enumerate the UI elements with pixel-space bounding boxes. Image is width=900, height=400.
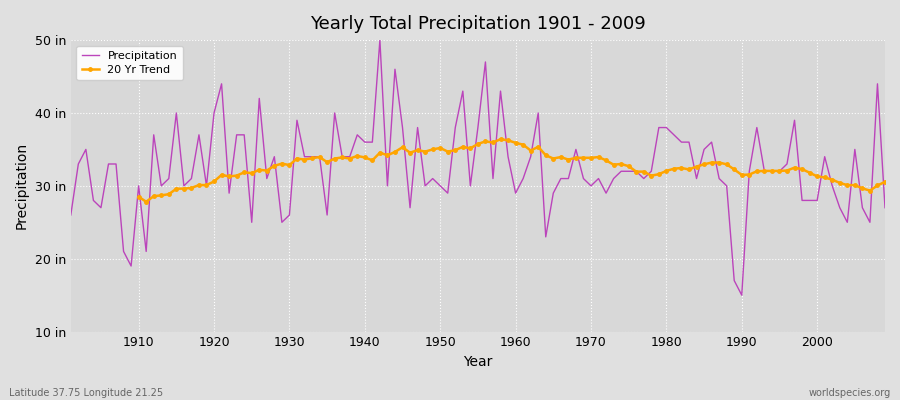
Precipitation bbox=[518, 176, 528, 181]
20 Yr Trend bbox=[314, 155, 325, 160]
Line: Precipitation: Precipitation bbox=[71, 40, 885, 295]
Text: Latitude 37.75 Longitude 21.25: Latitude 37.75 Longitude 21.25 bbox=[9, 388, 163, 398]
20 Yr Trend bbox=[834, 180, 845, 185]
X-axis label: Year: Year bbox=[464, 355, 492, 369]
Legend: Precipitation, 20 Yr Trend: Precipitation, 20 Yr Trend bbox=[76, 46, 183, 80]
Precipitation bbox=[337, 154, 347, 159]
Line: 20 Yr Trend: 20 Yr Trend bbox=[137, 138, 886, 204]
Precipitation bbox=[374, 38, 385, 42]
Precipitation bbox=[126, 264, 137, 268]
20 Yr Trend bbox=[593, 155, 604, 160]
Precipitation bbox=[608, 176, 619, 181]
Title: Yearly Total Precipitation 1901 - 2009: Yearly Total Precipitation 1901 - 2009 bbox=[310, 15, 646, 33]
Precipitation bbox=[66, 212, 77, 217]
20 Yr Trend bbox=[133, 194, 144, 199]
20 Yr Trend bbox=[495, 137, 506, 142]
Precipitation bbox=[736, 293, 747, 298]
Text: worldspecies.org: worldspecies.org bbox=[809, 388, 891, 398]
20 Yr Trend bbox=[879, 180, 890, 184]
20 Yr Trend bbox=[284, 163, 295, 168]
20 Yr Trend bbox=[857, 186, 868, 191]
Precipitation bbox=[510, 191, 521, 196]
Precipitation bbox=[292, 118, 302, 123]
20 Yr Trend bbox=[533, 144, 544, 149]
Y-axis label: Precipitation: Precipitation bbox=[15, 142, 29, 230]
Precipitation bbox=[879, 205, 890, 210]
20 Yr Trend bbox=[140, 199, 151, 204]
